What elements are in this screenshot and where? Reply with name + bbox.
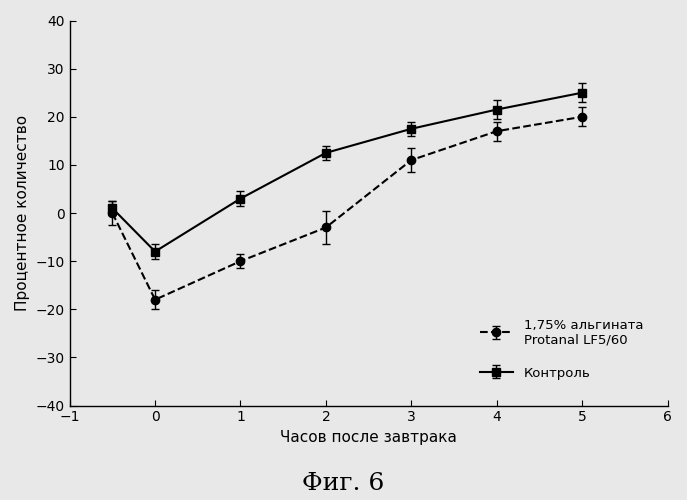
Text: Фиг. 6: Фиг. 6 bbox=[302, 472, 385, 495]
X-axis label: Часов после завтрака: Часов после завтрака bbox=[280, 430, 457, 445]
Y-axis label: Процентное количество: Процентное количество bbox=[15, 115, 30, 311]
Legend: 1,75% альгината
Protanal LF5/60, Контроль: 1,75% альгината Protanal LF5/60, Контрол… bbox=[480, 318, 643, 380]
